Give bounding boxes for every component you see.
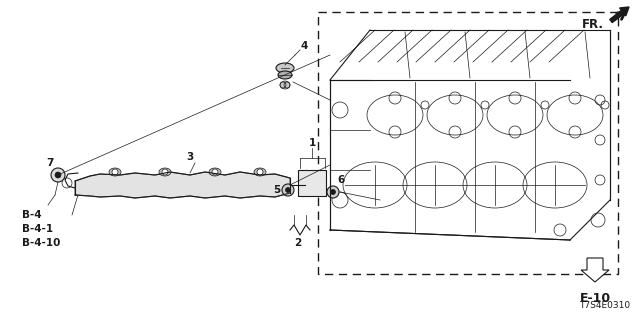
Polygon shape <box>581 258 609 282</box>
Text: 3: 3 <box>186 152 194 162</box>
Circle shape <box>112 169 118 175</box>
Text: B-4-1: B-4-1 <box>22 224 53 234</box>
Circle shape <box>212 169 218 175</box>
Circle shape <box>162 169 168 175</box>
Text: 2: 2 <box>294 238 301 248</box>
Circle shape <box>51 168 65 182</box>
Text: T7S4E0310: T7S4E0310 <box>579 301 630 310</box>
Ellipse shape <box>280 81 290 89</box>
Text: B-4: B-4 <box>22 210 42 220</box>
Circle shape <box>330 189 335 195</box>
Polygon shape <box>75 172 290 198</box>
Circle shape <box>285 188 291 193</box>
Ellipse shape <box>278 71 292 79</box>
Text: E-10: E-10 <box>579 292 611 305</box>
FancyArrow shape <box>610 7 629 23</box>
Text: 6: 6 <box>337 175 344 185</box>
Ellipse shape <box>254 168 266 176</box>
Circle shape <box>257 169 263 175</box>
Ellipse shape <box>276 63 294 73</box>
Text: 4: 4 <box>300 41 308 51</box>
Text: 7: 7 <box>46 158 54 168</box>
Bar <box>298 170 326 196</box>
Text: 1: 1 <box>308 138 316 148</box>
Circle shape <box>55 172 61 178</box>
Bar <box>318 12 618 274</box>
Circle shape <box>327 186 339 198</box>
Text: 5: 5 <box>273 185 280 195</box>
Ellipse shape <box>109 168 121 176</box>
Text: FR.: FR. <box>582 18 604 30</box>
Text: B-4-10: B-4-10 <box>22 238 60 248</box>
Circle shape <box>282 184 294 196</box>
Ellipse shape <box>159 168 171 176</box>
Ellipse shape <box>209 168 221 176</box>
